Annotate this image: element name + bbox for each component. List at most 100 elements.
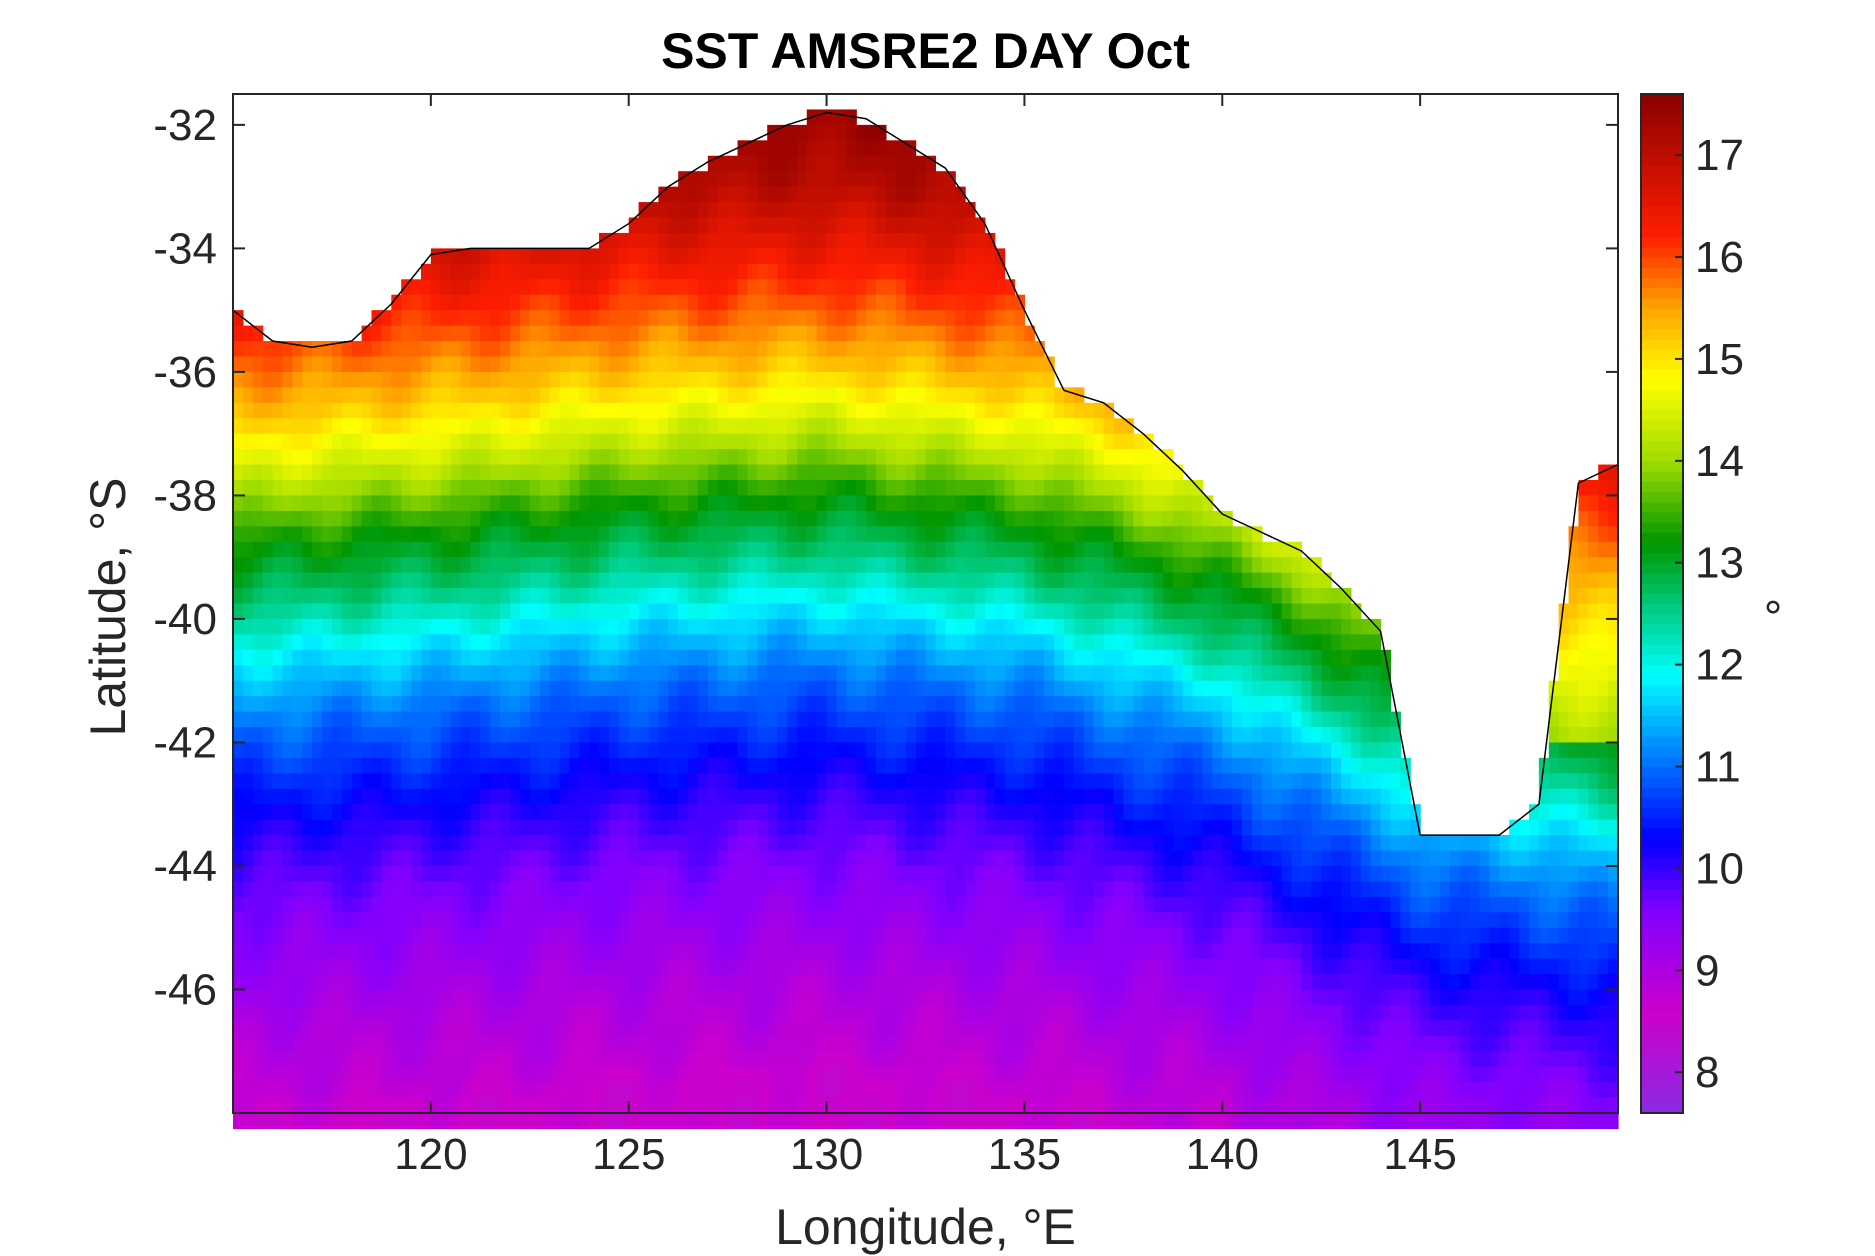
sst-cell (866, 835, 877, 852)
sst-cell (1014, 989, 1026, 1006)
sst-cell (302, 1082, 313, 1099)
sst-cell (737, 248, 749, 265)
sst-cell (233, 927, 244, 944)
sst-cell (806, 557, 818, 574)
sst-cell (1004, 572, 1016, 589)
sst-cell (391, 1035, 402, 1052)
sst-cell (322, 1004, 333, 1021)
sst-cell (806, 510, 818, 527)
sst-cell (302, 943, 313, 960)
sst-cell (994, 835, 1006, 852)
sst-cell (945, 865, 956, 883)
sst-cell (262, 1051, 274, 1068)
sst-cell (727, 588, 739, 605)
sst-cell (351, 341, 363, 358)
sst-cell (559, 819, 570, 836)
sst-cell (688, 387, 699, 404)
sst-cell (1004, 588, 1016, 605)
sst-cell (796, 526, 808, 543)
sst-cell (1024, 696, 1035, 713)
sst-cell (1054, 387, 1065, 404)
sst-cell (1004, 680, 1016, 697)
sst-cell (282, 742, 293, 759)
sst-cell (806, 433, 818, 450)
sst-cell (252, 896, 264, 913)
sst-cell (302, 634, 313, 651)
sst-cell (787, 912, 798, 929)
sst-cell (856, 680, 867, 697)
sst-cell (618, 865, 630, 883)
sst-cell (737, 279, 749, 296)
sst-cell (460, 727, 472, 744)
sst-cell (381, 912, 392, 929)
sst-cell (282, 649, 293, 666)
sst-cell (806, 464, 818, 481)
sst-cell (529, 1035, 541, 1052)
sst-cell (519, 835, 531, 852)
sst-cell (767, 325, 778, 342)
sst-cell (312, 788, 323, 805)
sst-cell (608, 1066, 620, 1083)
sst-cell (707, 927, 719, 944)
sst-cell (1024, 449, 1035, 466)
sst-cell (391, 804, 402, 821)
sst-cell (549, 464, 561, 481)
sst-cell (420, 371, 432, 388)
sst-cell (480, 958, 491, 975)
sst-cell (787, 140, 798, 157)
sst-cell (925, 248, 936, 265)
sst-cell (767, 1035, 778, 1052)
sst-cell (846, 881, 857, 898)
sst-cell (569, 943, 580, 960)
sst-cell (816, 634, 828, 651)
sst-cell (519, 418, 531, 435)
sst-cell (658, 665, 669, 682)
sst-cell (529, 711, 541, 728)
sst-cell (945, 1113, 956, 1130)
sst-cell (965, 263, 976, 280)
sst-cell (836, 773, 847, 790)
sst-cell (965, 1004, 976, 1021)
sst-cell (322, 958, 333, 975)
sst-cell (539, 850, 551, 867)
sst-cell (777, 1097, 788, 1114)
sst-cell (955, 510, 966, 527)
sst-cell (262, 418, 274, 435)
sst-cell (885, 433, 897, 450)
sst-cell (411, 835, 422, 852)
sst-cell (331, 588, 343, 605)
sst-cell (796, 418, 808, 435)
sst-cell (322, 371, 333, 388)
sst-cell (233, 510, 244, 527)
sst-cell (500, 943, 511, 960)
sst-cell (984, 835, 996, 852)
sst-cell (608, 341, 620, 358)
sst-cell (490, 865, 501, 883)
sst-cell (1054, 449, 1065, 466)
sst-cell (500, 835, 511, 852)
sst-cell (1034, 510, 1045, 527)
sst-cell (490, 711, 501, 728)
sst-cell (737, 943, 749, 960)
sst-cell (806, 1020, 818, 1037)
sst-cell (905, 927, 917, 944)
sst-cell (816, 202, 828, 219)
sst-cell (826, 232, 838, 249)
sst-cell (678, 294, 689, 311)
sst-cell (648, 927, 659, 944)
sst-cell (895, 865, 907, 883)
sst-cell (915, 387, 927, 404)
sst-cell (974, 588, 986, 605)
sst-cell (905, 757, 917, 774)
sst-cell (895, 989, 907, 1006)
sst-cell (1044, 526, 1055, 543)
sst-cell (519, 495, 531, 512)
sst-cell (579, 479, 590, 497)
sst-cell (282, 835, 293, 852)
sst-cell (599, 603, 610, 620)
sst-cell (420, 757, 432, 774)
sst-cell (519, 696, 531, 713)
sst-cell (925, 742, 936, 759)
sst-cell (262, 711, 274, 728)
sst-cell (272, 541, 284, 558)
